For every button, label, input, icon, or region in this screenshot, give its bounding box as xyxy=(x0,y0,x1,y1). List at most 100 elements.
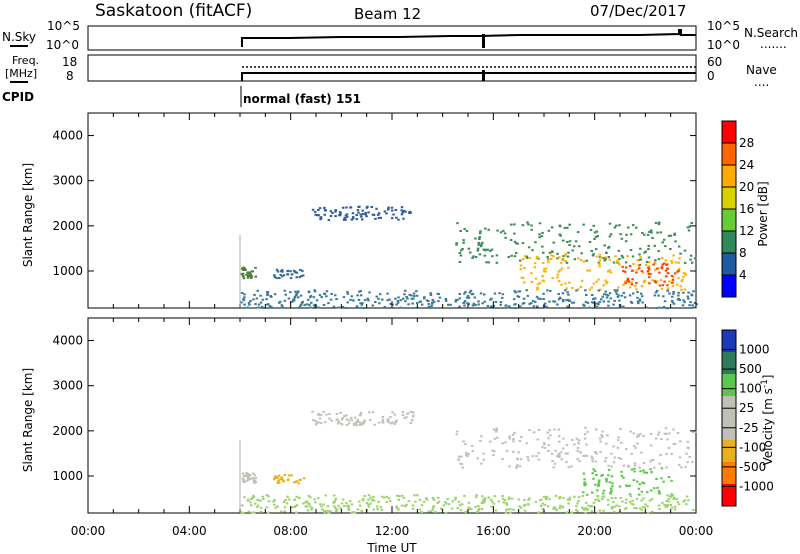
data-cell xyxy=(480,508,484,511)
data-cell xyxy=(537,429,541,432)
data-cell xyxy=(530,302,533,305)
data-cell xyxy=(671,276,675,279)
data-cell xyxy=(617,439,620,442)
data-cell xyxy=(295,293,298,296)
data-cell xyxy=(602,300,605,303)
data-cell xyxy=(657,431,661,434)
data-cell xyxy=(594,235,598,238)
colorbar-tick-label: -100 xyxy=(739,440,766,454)
data-cell xyxy=(373,423,376,426)
colorbar-tick-label: 12 xyxy=(739,224,754,238)
data-cell xyxy=(535,257,539,260)
data-cell xyxy=(556,276,559,279)
data-cell xyxy=(525,442,528,445)
data-cell xyxy=(345,215,349,218)
data-cell xyxy=(568,244,571,246)
data-cell xyxy=(293,269,296,272)
data-cell xyxy=(415,290,418,293)
velocity-colorbar-label-end: ] xyxy=(761,375,775,380)
data-cell xyxy=(649,460,652,463)
data-cell xyxy=(319,503,322,506)
data-cell xyxy=(687,291,690,294)
data-cell xyxy=(246,276,250,279)
data-cell xyxy=(467,247,471,250)
data-cell xyxy=(332,505,336,508)
data-cell xyxy=(476,249,480,252)
data-cell xyxy=(585,493,589,496)
data-cell xyxy=(526,294,529,297)
data-cell xyxy=(582,303,585,306)
data-cell xyxy=(689,301,692,304)
data-cell xyxy=(619,457,623,460)
data-cell xyxy=(638,267,641,270)
data-cell xyxy=(457,458,461,461)
data-cell xyxy=(266,511,270,514)
data-cell xyxy=(592,477,595,480)
data-cell xyxy=(278,301,281,304)
data-cell xyxy=(561,506,565,509)
data-cell xyxy=(646,233,650,236)
data-cell xyxy=(350,503,354,506)
data-cell xyxy=(381,298,384,301)
data-cell xyxy=(405,503,408,506)
data-cell xyxy=(597,481,601,484)
data-cell xyxy=(601,430,604,433)
data-cell xyxy=(541,231,544,234)
data-cell xyxy=(682,275,685,278)
data-cell xyxy=(251,497,254,499)
data-cell xyxy=(610,490,613,493)
y-tick-label: 3000 xyxy=(52,174,83,188)
data-cell xyxy=(325,413,328,416)
data-cell xyxy=(597,500,601,502)
data-cell xyxy=(530,228,533,231)
data-cell xyxy=(649,272,652,275)
data-cell xyxy=(295,495,298,498)
data-cell xyxy=(473,296,476,299)
data-cell xyxy=(279,273,282,276)
y-tick-label: 4000 xyxy=(52,129,83,143)
data-cell xyxy=(534,300,537,303)
data-cell xyxy=(419,300,422,303)
data-cell xyxy=(676,283,679,286)
data-cell xyxy=(508,496,511,499)
data-cell xyxy=(568,240,572,243)
data-cell xyxy=(637,302,640,305)
data-cell xyxy=(677,297,681,300)
data-cell xyxy=(403,293,406,296)
data-cell xyxy=(471,256,474,259)
data-cell xyxy=(677,294,680,297)
data-cell xyxy=(551,251,554,253)
data-cell xyxy=(622,464,626,467)
data-cell xyxy=(366,205,369,208)
freq-label: Freq. xyxy=(12,54,39,67)
data-cell xyxy=(690,222,693,224)
data-cell xyxy=(455,430,459,433)
data-cell xyxy=(458,297,462,300)
data-cell xyxy=(620,294,624,297)
data-cell xyxy=(679,285,683,288)
data-cell xyxy=(605,251,608,254)
data-cell xyxy=(556,303,559,306)
data-cell xyxy=(589,228,593,231)
data-cell xyxy=(463,304,466,307)
data-cell xyxy=(566,241,569,243)
data-cell xyxy=(266,293,269,296)
data-cell xyxy=(318,294,322,297)
data-cell xyxy=(586,430,589,433)
data-cell xyxy=(538,222,542,225)
beam-label: Beam 12 xyxy=(354,5,421,23)
data-cell xyxy=(523,267,526,269)
data-cell xyxy=(638,466,641,469)
data-cell xyxy=(335,508,338,511)
data-cell xyxy=(307,494,310,497)
data-cell xyxy=(328,417,331,420)
data-cell xyxy=(273,276,277,278)
data-cell xyxy=(689,258,692,261)
data-cell xyxy=(564,253,567,256)
data-cell xyxy=(244,268,247,271)
data-cell xyxy=(658,492,662,495)
data-cell xyxy=(329,210,333,213)
data-cell xyxy=(256,505,259,508)
data-cell xyxy=(575,437,579,440)
